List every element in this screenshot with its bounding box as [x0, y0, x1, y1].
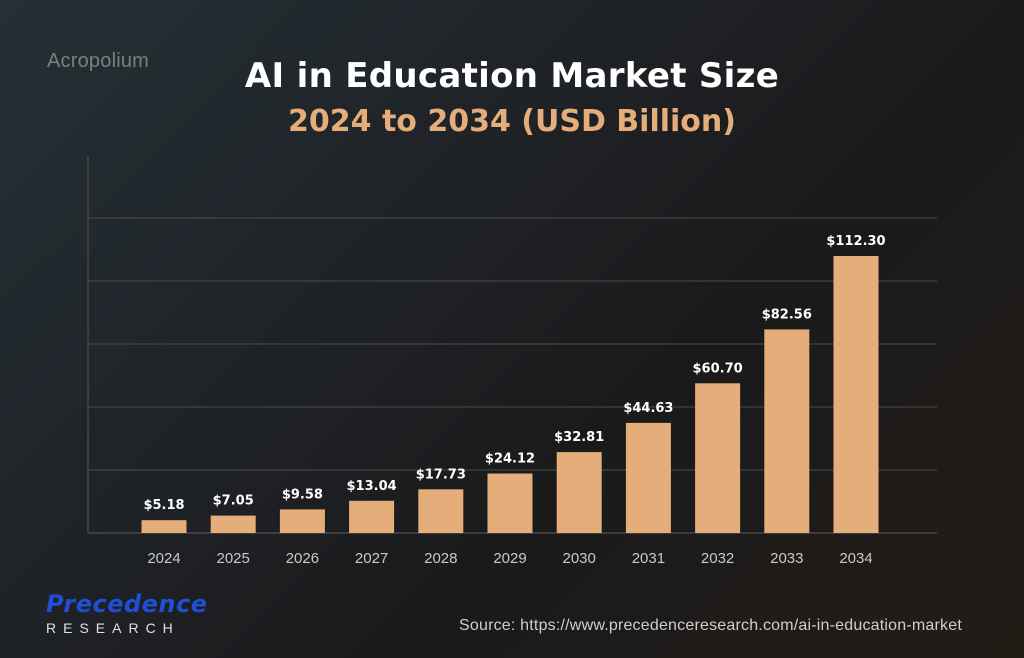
x-tick-label-2033: 2033 — [770, 550, 803, 567]
x-tick-label-2030: 2030 — [563, 550, 596, 567]
bar-2027 — [349, 500, 395, 533]
value-label-2029: $24.12 — [485, 452, 535, 467]
bar-2033 — [764, 329, 810, 533]
value-label-2030: $32.81 — [554, 430, 604, 445]
x-tick-label-2031: 2031 — [632, 550, 665, 567]
watermark-logo: Acropolium — [47, 50, 150, 72]
logo-name: Precedence — [46, 590, 208, 618]
chart-x-labels: 2024 2025 2026 2027 2028 2029 2030 2031 2032 2033… — [147, 550, 872, 567]
value-label-2034: $112.30 — [826, 234, 885, 249]
chart-value-labels: $5.18 $7.05 $9.58 $13.04 $17.73 $24.12 $32.81 $… — [143, 234, 885, 513]
value-label-2032: $60.70 — [693, 361, 743, 376]
chart-bars — [141, 256, 879, 533]
source-text: Source: https://www.precedenceresearch.c… — [459, 617, 962, 634]
value-label-2025: $7.05 — [213, 494, 254, 509]
logo-subtitle: RESEARCH — [46, 620, 180, 636]
x-tick-label-2026: 2026 — [286, 550, 319, 567]
value-label-2028: $17.73 — [416, 467, 466, 482]
x-tick-label-2024: 2024 — [147, 550, 180, 567]
chart-title: AI in Education Market Size — [244, 56, 780, 96]
value-label-2024: $5.18 — [143, 498, 184, 513]
bar-2034 — [833, 256, 879, 533]
x-tick-label-2027: 2027 — [355, 550, 388, 567]
bar-2024 — [141, 520, 187, 533]
bar-2028 — [418, 489, 464, 533]
bar-2026 — [279, 509, 325, 533]
x-tick-label-2029: 2029 — [493, 550, 526, 567]
x-tick-label-2034: 2034 — [839, 550, 872, 567]
x-tick-label-2025: 2025 — [217, 550, 250, 567]
chart-subtitle: 2024 to 2034 (USD Billion) — [288, 104, 736, 139]
value-label-2031: $44.63 — [623, 401, 673, 416]
bar-2030 — [556, 452, 602, 533]
value-label-2033: $82.56 — [762, 307, 812, 322]
bar-2032 — [695, 383, 741, 533]
bar-2029 — [487, 473, 533, 533]
x-tick-label-2028: 2028 — [424, 550, 457, 567]
value-label-2026: $9.58 — [282, 487, 323, 502]
value-label-2027: $13.04 — [347, 479, 397, 494]
brand-logo: Precedence RESEARCH — [46, 592, 208, 636]
bar-2031 — [625, 422, 671, 533]
x-tick-label-2032: 2032 — [701, 550, 734, 567]
bar-2025 — [210, 515, 256, 533]
